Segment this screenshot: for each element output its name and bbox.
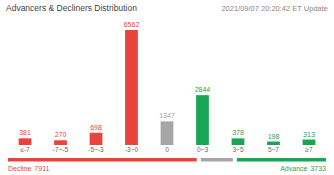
- tick-label: ≤-7: [20, 146, 30, 153]
- data-label: 313: [303, 131, 315, 138]
- data-label: 1347: [159, 112, 175, 119]
- bar: [267, 142, 280, 145]
- bar: [161, 121, 174, 145]
- data-label: 698: [90, 124, 102, 131]
- tick-label: 3~5: [232, 146, 243, 153]
- bar: [232, 138, 245, 145]
- tick: -5~-3: [88, 145, 104, 153]
- data-label: 381: [19, 129, 31, 136]
- tick: -3~0: [125, 145, 139, 153]
- summary-label: Advance: [280, 165, 307, 172]
- summary-value: 7911: [34, 165, 49, 172]
- tick-label: 0: [165, 146, 169, 153]
- subtitle: 2021/09/07 20:20:42 ET Update: [221, 4, 328, 13]
- tick: ≤-7: [20, 145, 30, 153]
- bar: [19, 138, 32, 145]
- data-labels: 381 270 698 6562 1347 2844 378 198 313: [19, 21, 315, 140]
- bar: [54, 140, 67, 145]
- tick: 3~5: [232, 145, 243, 153]
- tick-label: -7~-5: [53, 146, 69, 153]
- tick-label: 0~3: [197, 146, 208, 153]
- summary-label: Decline: [8, 165, 31, 172]
- tick: -7~-5: [53, 145, 69, 153]
- summary-bar: [8, 158, 326, 162]
- summary-segment: [8, 158, 197, 162]
- bar: [303, 140, 316, 145]
- tick: ≥7: [305, 145, 313, 153]
- tick-label: -3~0: [125, 146, 139, 153]
- tick-label: -5~-3: [88, 146, 104, 153]
- summary-segment: [201, 158, 233, 162]
- summary-value: 3733: [310, 165, 326, 172]
- data-label: 270: [55, 131, 67, 138]
- x-axis: ≤-7 -7~-5 -5~-3 -3~0 0 0~3 3~5 5~7 ≥7: [9, 145, 327, 153]
- bar: [196, 95, 209, 145]
- data-label: 378: [232, 129, 244, 136]
- summary-segment: [237, 158, 326, 162]
- tick-label: ≥7: [305, 146, 313, 153]
- title: Advancers & Decliners Distribution: [6, 3, 137, 13]
- data-label: 198: [268, 133, 280, 140]
- chart: Advancers & Decliners Distribution 2021/0…: [0, 0, 334, 175]
- tick: 0~3: [197, 145, 208, 153]
- data-label: 2844: [195, 86, 211, 93]
- tick-label: 5~7: [268, 146, 279, 153]
- bar: [90, 133, 103, 145]
- bars: [19, 30, 316, 145]
- advance-summary: Advance3733: [280, 165, 326, 172]
- tick: 5~7: [268, 145, 279, 153]
- bar: [125, 30, 138, 145]
- tick: 0: [165, 145, 169, 153]
- data-label: 6562: [124, 21, 140, 28]
- decline-summary: Decline7911: [8, 165, 50, 172]
